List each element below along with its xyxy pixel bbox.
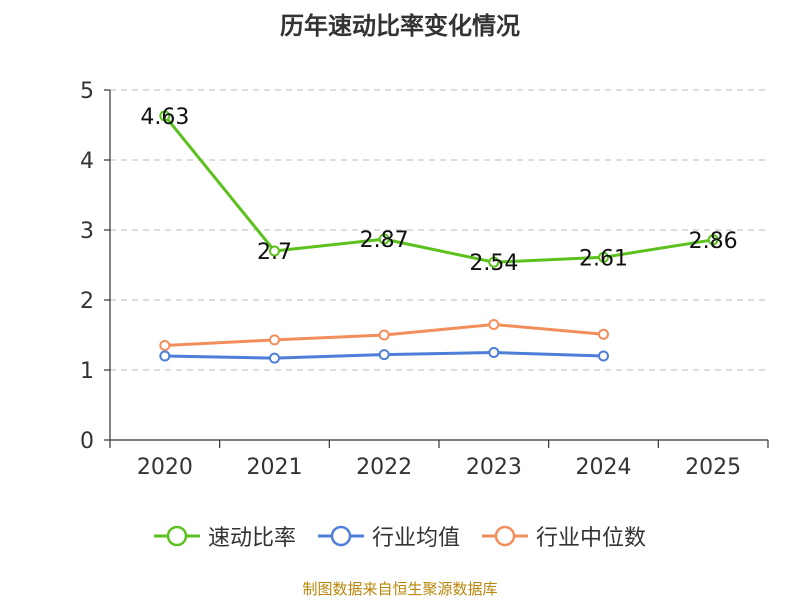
y-tick-label: 2 xyxy=(80,289,94,314)
data-point xyxy=(598,350,609,362)
data-point xyxy=(159,340,171,351)
chart-legend: 速动比率 行业均值 行业中位数 xyxy=(0,520,800,552)
x-tick-label: 2023 xyxy=(466,455,522,480)
legend-label-quick-ratio: 速动比率 xyxy=(207,526,296,551)
series-line xyxy=(163,114,714,264)
y-tick-label: 5 xyxy=(80,79,94,104)
data-point xyxy=(378,349,390,361)
data-point xyxy=(269,352,280,364)
legend-swatch-quick-ratio xyxy=(153,525,200,547)
legend-item-industry-average[interactable]: 行业均值 xyxy=(317,520,460,552)
data-source-note: 制图数据来自恒生聚源数据库 xyxy=(302,580,498,598)
x-tick-label: 2022 xyxy=(356,455,412,480)
y-tick-label: 0 xyxy=(80,429,94,454)
data-point xyxy=(488,319,500,330)
legend-label-industry-median: 行业中位数 xyxy=(536,526,647,551)
data-point xyxy=(707,234,719,246)
chart-title: 历年速动比率变化情况 xyxy=(280,12,520,40)
data-point xyxy=(598,328,609,340)
x-tick-label: 2025 xyxy=(685,455,741,480)
x-tick-label: 2021 xyxy=(247,455,303,480)
data-point xyxy=(378,233,390,245)
x-tick-label: 2020 xyxy=(137,455,193,480)
data-point xyxy=(488,347,500,358)
legend-item-industry-median[interactable]: 行业中位数 xyxy=(482,520,646,552)
data-label: 2.54 xyxy=(469,251,518,276)
data-point xyxy=(378,329,390,341)
legend-item-quick-ratio[interactable]: 速动比率 xyxy=(153,520,296,552)
y-tick-label: 4 xyxy=(80,149,94,174)
y-tick-label: 1 xyxy=(80,359,94,384)
y-tick-label: 3 xyxy=(80,219,94,244)
x-tick-label: 2024 xyxy=(576,455,632,480)
data-label: 2.86 xyxy=(689,229,738,254)
data-label: 4.63 xyxy=(140,105,189,130)
data-point xyxy=(269,334,280,346)
data-point xyxy=(159,110,171,122)
data-point xyxy=(269,245,280,257)
data-label: 2.7 xyxy=(257,240,292,265)
data-point xyxy=(159,350,171,362)
data-label: 2.87 xyxy=(360,228,409,253)
legend-swatch-industry-median xyxy=(482,525,528,547)
data-point xyxy=(598,251,609,263)
data-point xyxy=(488,256,500,268)
legend-label-industry-average: 行业均值 xyxy=(371,526,460,551)
legend-swatch-industry-average xyxy=(317,525,364,547)
data-label: 2.61 xyxy=(579,246,628,271)
